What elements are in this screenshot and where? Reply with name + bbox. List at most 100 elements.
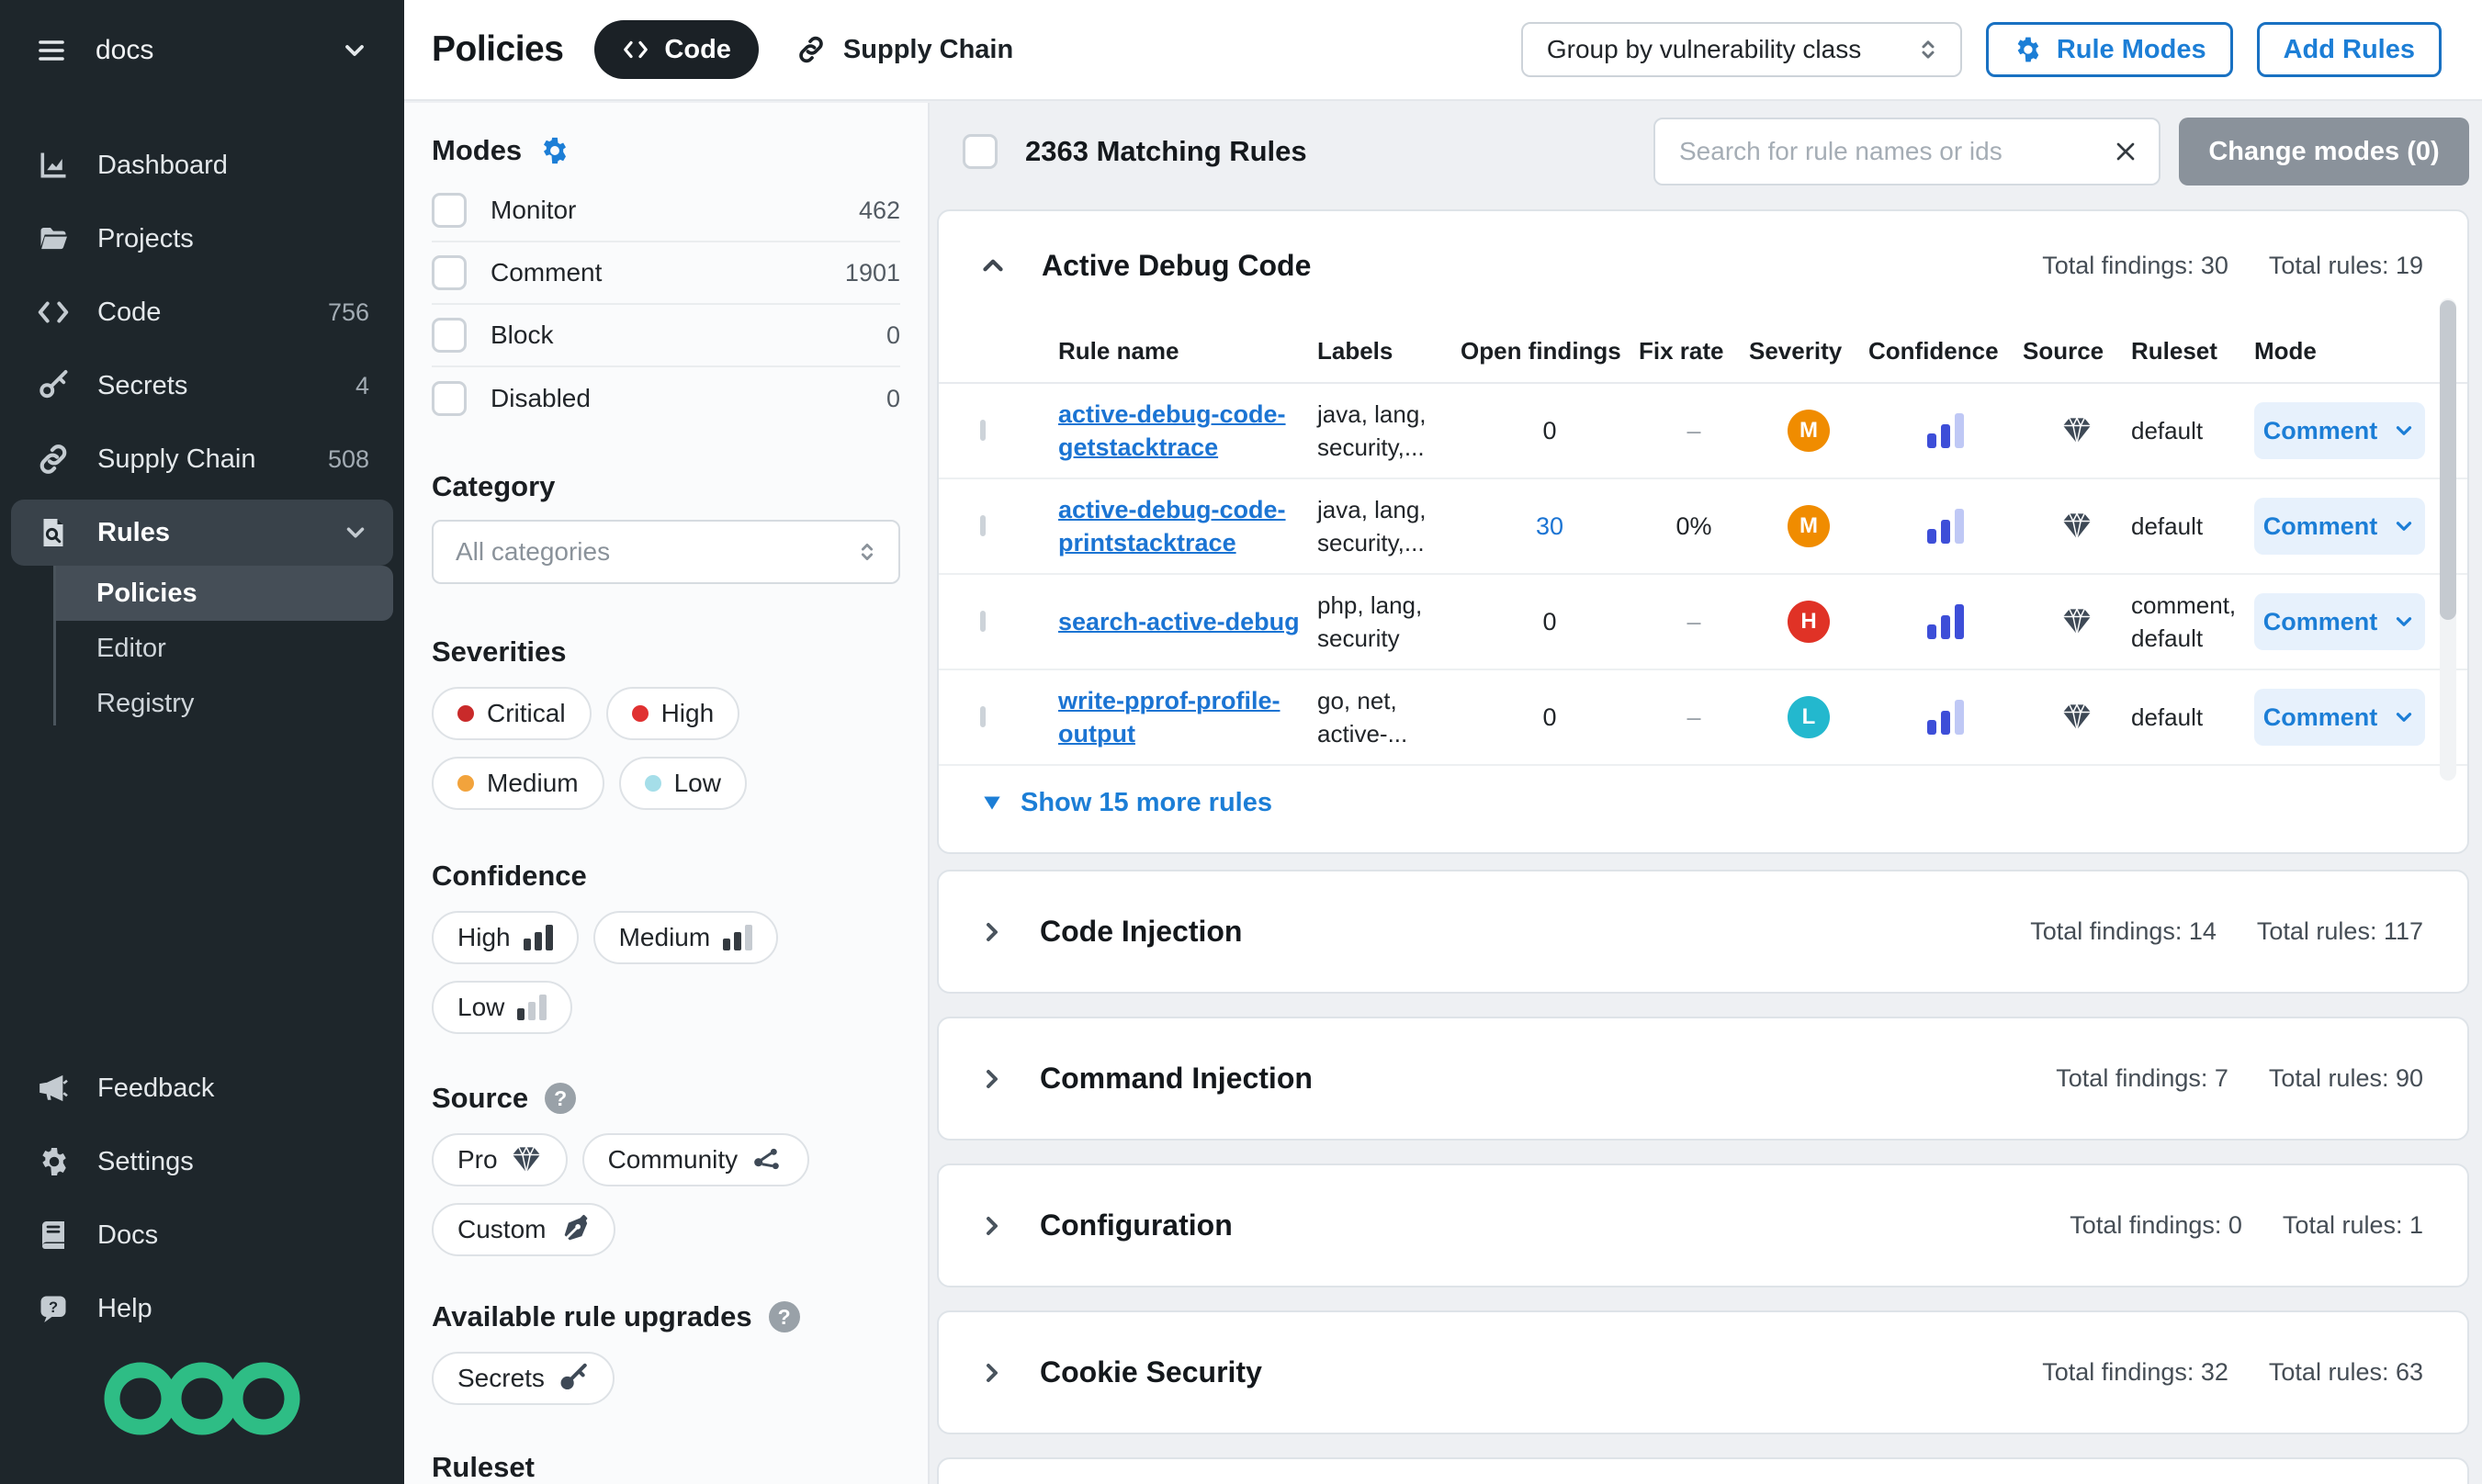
- confidence-bars-icon: [1868, 509, 2023, 544]
- expand-group-chevron-right-icon[interactable]: [977, 917, 1007, 947]
- confidence-chip-low[interactable]: Low: [432, 981, 573, 1034]
- source-chip-custom[interactable]: Custom: [432, 1203, 616, 1256]
- row-checkbox[interactable]: [980, 611, 986, 632]
- open-findings-value[interactable]: 30: [1535, 512, 1564, 540]
- upgrades-help-icon[interactable]: ?: [768, 1301, 800, 1332]
- sidebar-item-feedback[interactable]: Feedback: [0, 1051, 404, 1125]
- group-by-select[interactable]: Group by vulnerability class: [1520, 22, 1962, 77]
- rule-labels: php, lang, security: [1317, 591, 1423, 652]
- show-more-rules-link[interactable]: Show 15 more rules: [939, 766, 2467, 839]
- sidebar-item-projects[interactable]: Projects: [0, 202, 404, 275]
- org-switcher[interactable]: docs: [0, 0, 404, 101]
- upgrades-heading: Available rule upgrades: [432, 1300, 752, 1332]
- rule-modes-button[interactable]: Rule Modes: [1985, 22, 2233, 77]
- rule-search: [1653, 118, 2160, 186]
- group-total-findings: Total findings: 0: [2070, 1211, 2242, 1239]
- sidebar-item-help[interactable]: ? Help: [0, 1272, 404, 1345]
- sidebar-item-docs[interactable]: Docs: [0, 1198, 404, 1272]
- clear-search-icon[interactable]: [2111, 137, 2140, 166]
- column-header-fix-rate: Fix rate: [1639, 336, 1724, 365]
- mode-dropdown-button[interactable]: Comment: [2254, 498, 2425, 555]
- select-all-checkbox[interactable]: [963, 134, 998, 169]
- sidebar-item-editor[interactable]: Editor: [96, 633, 166, 663]
- tab-supply-chain[interactable]: Supply Chain: [795, 34, 1013, 65]
- rule-name-link[interactable]: write-pprof-profile-output: [1058, 687, 1280, 748]
- org-name: docs: [96, 35, 154, 65]
- row-checkbox[interactable]: [980, 420, 986, 441]
- ruleset-value: comment, default: [2131, 591, 2237, 652]
- mode-dropdown-button[interactable]: Comment: [2254, 593, 2425, 650]
- sidebar-item-policies[interactable]: Policies: [53, 566, 393, 621]
- group-total-rules: Total rules: 90: [2268, 1064, 2423, 1092]
- filter-panel: Modes Monitor 462 Comment 1901 Block 0 D…: [404, 103, 930, 1484]
- mode-checkbox-monitor[interactable]: [432, 193, 467, 228]
- sidebar-item-supply-chain[interactable]: Supply Chain 508: [0, 422, 404, 496]
- key-icon: [35, 369, 72, 402]
- confidence-chip-high[interactable]: High: [432, 911, 579, 964]
- source-chip-community[interactable]: Community: [581, 1133, 810, 1186]
- count-badge: 4: [355, 371, 369, 399]
- group-panel-code-injection: Code Injection Total findings: 14 Total …: [937, 870, 2469, 994]
- sidebar-item-settings[interactable]: Settings: [0, 1125, 404, 1198]
- mode-checkbox-comment[interactable]: [432, 255, 467, 290]
- sidebar-item-code[interactable]: Code 756: [0, 275, 404, 349]
- collapse-group-chevron-up-icon[interactable]: [977, 250, 1009, 281]
- rule-name-link[interactable]: search-active-debug: [1058, 608, 1300, 635]
- source-help-icon[interactable]: ?: [545, 1083, 577, 1114]
- add-rules-button[interactable]: Add Rules: [2256, 22, 2442, 77]
- group-panel-active-debug-code: Active Debug Code Total findings: 30 Tot…: [937, 209, 2469, 854]
- main-content: 2363 Matching Rules Change modes (0) Act…: [930, 101, 2482, 1484]
- chevron-down-icon: [342, 519, 369, 546]
- modes-settings-gear-icon[interactable]: [538, 135, 570, 166]
- table-scrollbar-thumb[interactable]: [2440, 300, 2456, 620]
- rule-labels: go, net, active-...: [1317, 687, 1408, 748]
- severity-chip-low[interactable]: Low: [618, 757, 747, 810]
- matching-rules-count: 2363 Matching Rules: [1025, 135, 1307, 167]
- mode-filter-comment: Comment 1901: [432, 242, 900, 305]
- mode-checkbox-block[interactable]: [432, 318, 467, 353]
- open-findings-value: 0: [1542, 607, 1557, 635]
- rule-search-input[interactable]: [1679, 137, 2111, 166]
- upgrade-chip-secrets[interactable]: Secrets: [432, 1352, 615, 1405]
- table-row: write-pprof-profile-output go, net, acti…: [939, 670, 2467, 766]
- mode-checkbox-disabled[interactable]: [432, 381, 467, 416]
- rule-labels: java, lang, security,...: [1317, 496, 1427, 556]
- gear-icon: [35, 1145, 72, 1178]
- sidebar-item-registry[interactable]: Registry: [96, 688, 195, 718]
- sidebar-footer: Feedback Settings Docs? Help: [0, 1051, 404, 1345]
- tab-code[interactable]: Code: [594, 20, 759, 79]
- row-checkbox[interactable]: [980, 706, 986, 727]
- category-select[interactable]: All categories: [432, 520, 900, 584]
- sidebar-item-secrets[interactable]: Secrets 4: [0, 349, 404, 422]
- group-title: Command Injection: [1040, 1062, 1313, 1095]
- mode-dropdown-button[interactable]: Comment: [2254, 689, 2425, 746]
- sidebar-item-rules[interactable]: Rules: [11, 500, 393, 566]
- ruleset-value: default: [2131, 417, 2204, 444]
- confidence-chip-medium[interactable]: Medium: [592, 911, 779, 964]
- rule-name-link[interactable]: active-debug-code-printstacktrace: [1058, 496, 1286, 556]
- megaphone-icon: [35, 1072, 72, 1105]
- severity-chip-critical[interactable]: Critical: [432, 687, 592, 740]
- mode-dropdown-button[interactable]: Comment: [2254, 402, 2425, 459]
- change-modes-button[interactable]: Change modes (0): [2179, 118, 2469, 186]
- sidebar-item-dashboard[interactable]: Dashboard: [0, 129, 404, 202]
- source-chip-pro[interactable]: Pro: [432, 1133, 568, 1186]
- count-badge: 756: [327, 298, 369, 326]
- fix-rate-value: –: [1687, 703, 1701, 731]
- column-header-ruleset: Ruleset: [2131, 336, 2217, 365]
- group-total-rules: Total rules: 19: [2268, 251, 2423, 279]
- column-header-severity: Severity: [1749, 336, 1843, 365]
- expand-group-chevron-right-icon[interactable]: [977, 1211, 1007, 1241]
- expand-group-chevron-right-icon[interactable]: [977, 1064, 1007, 1094]
- row-checkbox[interactable]: [980, 515, 986, 536]
- severity-dot: [631, 705, 649, 722]
- confidence-bars-icon: [723, 925, 753, 950]
- severity-chip-medium[interactable]: Medium: [432, 757, 604, 810]
- mode-count: 462: [858, 196, 900, 224]
- hamburger-menu-icon[interactable]: [35, 34, 68, 67]
- expand-group-chevron-right-icon[interactable]: [977, 1358, 1007, 1388]
- group-panel-partial: [937, 1457, 2469, 1484]
- severity-chip-high[interactable]: High: [605, 687, 740, 740]
- rule-name-link[interactable]: active-debug-code-getstacktrace: [1058, 400, 1286, 461]
- rule-labels: java, lang, security,...: [1317, 400, 1427, 461]
